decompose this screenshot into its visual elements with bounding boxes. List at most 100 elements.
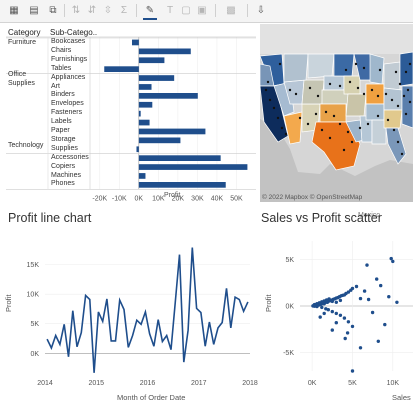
scatter-point <box>366 297 371 302</box>
sort-icon[interactable]: ⇅ <box>71 5 81 16</box>
profit-bar <box>138 48 191 55</box>
image-icon[interactable]: ▩ <box>226 5 236 16</box>
store-marker <box>398 82 402 86</box>
profit-bar <box>138 101 153 108</box>
scatter-point <box>346 320 351 324</box>
store-marker <box>396 104 400 108</box>
table-grid-icon[interactable]: ▦ <box>9 5 19 16</box>
store-marker <box>346 130 350 134</box>
profit-bar <box>138 128 206 135</box>
scatter-point <box>365 263 369 267</box>
scatter-point <box>330 328 334 332</box>
frame-icon[interactable]: ▢ <box>181 5 191 16</box>
scatter-title: Sales vs Profit scatter <box>261 211 382 225</box>
scatter-y-axis-label: Profit <box>264 294 273 312</box>
header-sub-category[interactable]: Sub-Catego.. <box>50 28 98 37</box>
sub-category-label: Storage <box>51 135 76 143</box>
scatter-x-tick: 5K <box>348 380 357 387</box>
store-marker <box>404 112 408 116</box>
store-marker <box>408 62 412 66</box>
store-marker <box>266 80 270 84</box>
store-marker <box>268 98 272 102</box>
store-marker <box>376 114 380 118</box>
scatter-point <box>346 290 351 294</box>
store-marker <box>400 152 404 156</box>
store-marker <box>378 68 382 72</box>
profit-map[interactable]: © 2022 Mapbox © OpenStreetMap <box>260 24 413 202</box>
toolbar: ▦ ▤ ⧉ ⇅ ⇵ ⇳ Σ ✎ T ▢ ▣ ▩ ⇩ <box>0 0 413 23</box>
scatter-point <box>370 310 375 315</box>
store-marker <box>320 128 324 132</box>
bar-x-tick: 50K <box>230 195 243 202</box>
store-marker <box>338 122 342 126</box>
scatter-point <box>358 296 363 301</box>
text-icon[interactable]: T <box>166 5 174 16</box>
scatter-point <box>358 346 363 350</box>
sub-category-label: Phones <box>51 180 75 188</box>
bar-x-tick: 10K <box>152 195 165 202</box>
sales-profit-scatter[interactable]: -5K 0K 5K 0K 5K 10K <box>260 233 413 408</box>
profit-bar <box>138 84 152 90</box>
line-x-tick: 2017 <box>191 380 207 387</box>
profit-bar <box>138 182 226 188</box>
scatter-x-axis-label: Sales <box>392 393 411 402</box>
store-marker <box>298 116 302 120</box>
bar-x-tick: 0K <box>135 195 144 202</box>
store-marker <box>390 98 394 102</box>
profit-bar <box>138 164 248 170</box>
scatter-point <box>391 259 395 264</box>
scatter-point <box>395 300 399 304</box>
sub-category-label: Paper <box>51 127 70 134</box>
scatter-point <box>330 309 334 314</box>
present-icon[interactable]: ⇩ <box>256 5 266 16</box>
profit-bar <box>138 110 141 117</box>
scatter-point <box>379 283 383 288</box>
store-marker <box>406 88 410 92</box>
store-marker <box>350 140 354 144</box>
store-marker <box>272 106 276 110</box>
store-marker <box>314 112 318 116</box>
store-marker <box>376 94 380 98</box>
scatter-y-tick: 0K <box>285 304 294 311</box>
header-category: Category <box>8 28 41 37</box>
profit-bar <box>138 75 175 81</box>
scatter-point <box>350 286 355 291</box>
store-marker <box>402 94 406 98</box>
store-marker <box>294 92 298 96</box>
store-marker <box>342 148 346 152</box>
sum-icon[interactable]: Σ <box>120 5 128 16</box>
sort-desc-icon[interactable]: ⇳ <box>103 5 113 16</box>
sort-asc-icon[interactable]: ⇵ <box>87 5 97 16</box>
store-marker <box>324 110 328 114</box>
store-marker <box>328 136 332 140</box>
map-attribution[interactable]: © 2022 Mapbox © OpenStreetMap <box>262 194 363 201</box>
scatter-y-tick: 5K <box>285 257 294 264</box>
scatter-point <box>354 284 359 289</box>
line-x-axis-label: Month of Order Date <box>117 393 186 402</box>
table-plus-icon[interactable]: ▤ <box>29 5 39 16</box>
store-marker <box>306 122 310 126</box>
profit-bar <box>138 119 150 126</box>
line-y-tick: 5K <box>30 321 39 328</box>
scatter-point <box>362 289 367 293</box>
line-chart-title: Profit line chart <box>8 211 92 225</box>
store-marker <box>344 68 348 72</box>
line-x-tick: 2014 <box>37 380 53 387</box>
store-marker <box>316 94 320 98</box>
scatter-point <box>375 277 379 281</box>
sub-category-label: Art <box>51 82 60 90</box>
store-marker <box>370 88 374 92</box>
profit-bar <box>131 39 139 46</box>
scatter-point <box>318 315 322 319</box>
store-marker <box>332 114 336 118</box>
pen-icon[interactable]: ✎ <box>143 3 157 20</box>
layout-icon[interactable]: ▣ <box>197 5 207 16</box>
duplicate-icon[interactable]: ⧉ <box>49 5 57 16</box>
store-marker <box>386 118 390 122</box>
bar-x-tick: 40K <box>211 195 224 202</box>
store-marker <box>404 70 408 74</box>
sub-category-label: Chairs <box>51 46 72 54</box>
scatter-point <box>383 322 387 327</box>
scatter-point <box>327 297 331 301</box>
profit-line-chart[interactable]: 0K 5K 10K 15K 2014 2015 2016 2017 2018 <box>0 233 258 408</box>
